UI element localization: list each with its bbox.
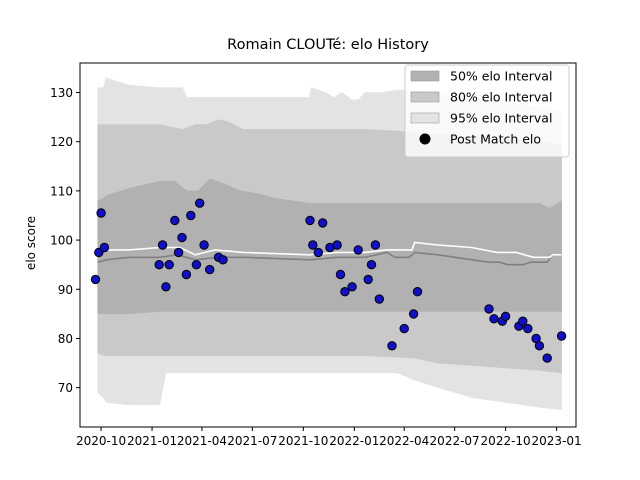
x-tick-label-2021-04: 2021-04: [177, 434, 227, 448]
post-match-point-4: [154, 260, 164, 270]
post-match-point-22: [318, 218, 328, 228]
x-tick-label-2023-01: 2023-01: [532, 434, 582, 448]
post-match-point-8: [170, 215, 180, 226]
post-match-point-15: [199, 240, 209, 250]
x-tick-label-2020-10: 2020-10: [76, 434, 126, 448]
plot-area: [90, 77, 567, 411]
y-tick-label-70: 70: [58, 381, 73, 395]
legend-label-3: Post Match elo: [450, 132, 541, 147]
post-match-point-36: [412, 287, 423, 297]
legend-label-1: 80% elo Interval: [450, 90, 552, 105]
post-match-point-0: [90, 274, 101, 285]
axes-frame: [79, 62, 577, 428]
x-tick-label-2022-04: 2022-04: [379, 434, 429, 448]
post-match-point-12: [186, 210, 196, 221]
legend-label-0: 50% elo Interval: [450, 69, 552, 84]
post-match-point-28: [353, 245, 363, 255]
x-tick-label-2022-07: 2022-07: [430, 434, 480, 448]
post-match-point-31: [370, 240, 381, 250]
post-match-point-46: [542, 353, 552, 363]
x-tick-label-2022-10: 2022-10: [481, 434, 531, 448]
y-axis: 70 80 90 100 110 120 130: [50, 86, 80, 395]
legend-swatch-marker: [419, 133, 431, 145]
post-match-point-47: [556, 331, 567, 341]
post-match-point-30: [366, 260, 377, 270]
x-tick-label-2022-01: 2022-01: [329, 434, 379, 448]
post-match-point-26: [340, 287, 350, 297]
post-match-markers: [90, 198, 567, 363]
y-tick-label-110: 110: [50, 184, 73, 198]
post-match-point-9: [173, 247, 184, 258]
post-match-point-24: [332, 240, 342, 250]
legend-label-2: 95% elo Interval: [450, 111, 552, 126]
post-match-point-18: [218, 255, 228, 265]
post-match-point-25: [335, 269, 346, 280]
post-match-point-13: [191, 260, 202, 270]
chart-title: Romain CLOUTé: elo History: [227, 37, 429, 53]
post-match-point-45: [534, 341, 545, 351]
y-axis-label: elo score: [24, 216, 38, 270]
post-match-point-6: [161, 282, 171, 292]
post-match-point-37: [484, 304, 494, 314]
y-tick-label-90: 90: [58, 283, 73, 297]
post-match-point-16: [205, 264, 215, 275]
post-match-point-10: [177, 232, 187, 243]
post-match-point-7: [164, 260, 174, 270]
legend-swatch-band50: [410, 70, 440, 82]
x-tick-label-2021-10: 2021-10: [278, 434, 328, 448]
post-match-point-42: [518, 316, 528, 326]
x-tick-label-2021-01: 2021-01: [127, 434, 177, 448]
post-match-point-21: [313, 247, 323, 258]
y-tick-label-80: 80: [58, 332, 73, 346]
post-match-point-14: [195, 198, 205, 208]
post-match-point-38: [489, 314, 499, 324]
y-tick-label-130: 130: [50, 86, 73, 100]
post-match-point-35: [408, 309, 419, 319]
legend-box: [404, 64, 570, 158]
post-match-point-34: [399, 323, 409, 334]
post-match-point-27: [347, 282, 357, 292]
y-tick-label-120: 120: [50, 135, 73, 149]
post-match-point-29: [363, 274, 373, 285]
post-match-point-5: [157, 240, 168, 250]
legend-swatch-band80: [410, 91, 440, 103]
y-tick-label-100: 100: [50, 234, 73, 248]
post-match-point-19: [305, 215, 315, 226]
post-match-point-40: [500, 311, 511, 321]
post-match-point-20: [308, 240, 318, 250]
post-match-point-32: [374, 294, 384, 304]
post-match-point-33: [387, 341, 397, 351]
legend: 50% elo Interval 80% elo Interval 95% elo …: [404, 64, 570, 158]
post-match-point-2: [96, 208, 106, 218]
post-match-point-11: [181, 269, 192, 280]
post-match-point-43: [523, 323, 533, 334]
post-match-point-3: [99, 242, 110, 253]
mean-line: [97, 241, 562, 259]
x-axis: 2020-10 2021-01 2021-04 2021-07 2021-10 2022-…: [76, 427, 582, 448]
legend-swatch-band95: [410, 112, 440, 124]
x-tick-label-2021-07: 2021-07: [227, 434, 277, 448]
